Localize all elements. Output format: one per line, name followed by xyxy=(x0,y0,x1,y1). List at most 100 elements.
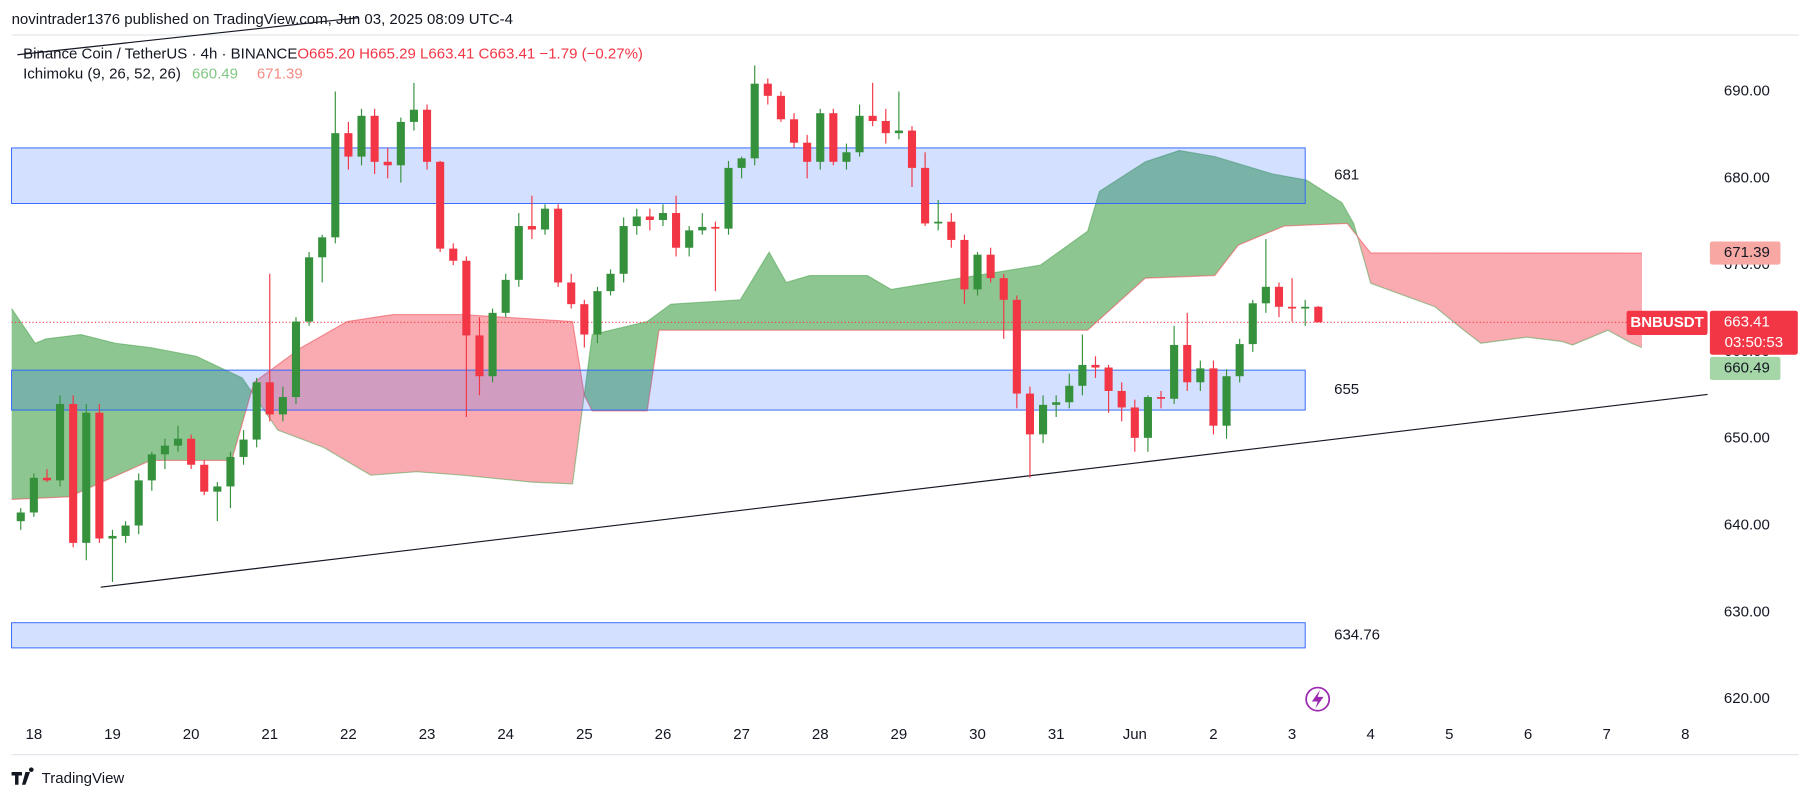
candle-body xyxy=(318,237,327,258)
x-tick-label: 21 xyxy=(261,726,278,743)
x-tick-label: 4 xyxy=(1367,726,1375,743)
candle-body xyxy=(331,133,340,238)
y-tick-label: 680.00 xyxy=(1724,169,1770,186)
candle-body xyxy=(357,115,366,157)
candle-body xyxy=(1301,306,1310,309)
candle-body xyxy=(593,291,602,335)
x-tick-label: 31 xyxy=(1048,726,1065,743)
x-tick-label: Jun xyxy=(1123,726,1147,743)
candle-body xyxy=(56,403,65,481)
candle-body xyxy=(763,83,772,96)
candle-body xyxy=(134,480,143,526)
candle-body xyxy=(554,208,563,283)
indicator-value-a: 660.49 xyxy=(192,65,238,82)
candle-body xyxy=(1078,364,1087,386)
candle-body xyxy=(907,130,917,168)
candle-body xyxy=(1209,368,1218,426)
plot: 681 655 634.76 xyxy=(11,65,1708,649)
candle-body xyxy=(291,321,301,398)
candle-body xyxy=(672,213,681,248)
candle-body xyxy=(501,279,510,313)
x-tick-label: 8 xyxy=(1681,726,1689,743)
ohlc-legend: O665.20 H665.29 L663.41 C663.41 −1.79 (−… xyxy=(297,46,643,63)
candle-body xyxy=(29,477,38,513)
y-tick-label: 640.00 xyxy=(1724,516,1770,533)
candle-body xyxy=(69,403,78,543)
x-tick-label: 2 xyxy=(1209,726,1217,743)
candle-body xyxy=(842,152,851,162)
span-b-line xyxy=(11,222,1643,501)
candle-body xyxy=(82,412,91,543)
candle-body xyxy=(226,456,235,487)
candle-body xyxy=(947,221,956,240)
candle-body xyxy=(42,477,52,481)
candle-body xyxy=(803,142,812,162)
candle-body xyxy=(685,230,694,248)
price-badge-text: 663.41 xyxy=(1724,313,1770,330)
zone-label: 681 xyxy=(1334,167,1359,184)
candle-body xyxy=(108,535,117,539)
price-badge xyxy=(1709,310,1798,355)
candle-body xyxy=(776,95,785,120)
candle-body xyxy=(1183,344,1192,383)
y-tick-label: 620.00 xyxy=(1724,690,1770,707)
ticker-badge xyxy=(1626,310,1708,336)
x-tick-label: 6 xyxy=(1524,726,1532,743)
drawing-line xyxy=(17,17,359,56)
candle-body xyxy=(344,133,353,157)
candle-body xyxy=(855,115,864,153)
candle-body xyxy=(1091,364,1100,368)
brand-name: TradingView xyxy=(42,770,125,787)
candle-body xyxy=(540,208,550,230)
candle-body xyxy=(383,161,392,166)
indicator-value-b: 671.39 xyxy=(257,65,303,82)
candle-body xyxy=(239,439,248,457)
y-tick-label: 650.00 xyxy=(1724,430,1770,447)
indicator-legend: Ichimoku (9, 26, 52, 26) xyxy=(23,65,181,82)
candle-body xyxy=(422,109,432,162)
candle-body xyxy=(1261,286,1270,304)
x-tick-label: 5 xyxy=(1445,726,1453,743)
x-tick-label: 3 xyxy=(1288,726,1296,743)
symbol-legend: Binance Coin / TetherUS · 4h · BINANCE xyxy=(23,46,297,63)
candle-body xyxy=(580,304,589,335)
candle-body xyxy=(265,382,274,415)
candle-body xyxy=(514,226,523,280)
candle-body xyxy=(973,254,982,290)
candle-body xyxy=(1156,397,1166,399)
zone xyxy=(11,369,1306,411)
candle-body xyxy=(462,260,471,336)
candle-body xyxy=(606,273,615,292)
candle-body xyxy=(1117,390,1126,408)
candle-body xyxy=(187,438,196,465)
y-tick-label: 690.00 xyxy=(1724,82,1770,99)
trendline xyxy=(100,393,1708,588)
candle-body xyxy=(1196,368,1205,383)
candle-body xyxy=(1314,306,1323,323)
badge-span-b xyxy=(1709,241,1781,265)
y-tick-label: 630.00 xyxy=(1724,603,1770,620)
candle-body xyxy=(1065,385,1074,403)
candle-body xyxy=(567,282,576,305)
candle-body xyxy=(147,454,156,481)
candle-body xyxy=(370,115,379,162)
candle-body xyxy=(95,412,104,539)
zone-label: 655 xyxy=(1334,381,1359,398)
alert-icon[interactable] xyxy=(1305,686,1331,712)
candle-body xyxy=(160,445,169,455)
alert-icon-bolt xyxy=(1311,689,1324,709)
candle-body xyxy=(645,216,654,220)
zone-label: 634.76 xyxy=(1334,626,1380,643)
candle-body xyxy=(868,115,877,122)
candle-body xyxy=(1025,393,1035,435)
candle-body xyxy=(724,167,733,229)
zone xyxy=(11,622,1306,649)
candle-body xyxy=(829,113,838,162)
candle-body xyxy=(213,486,222,492)
candle-body xyxy=(789,119,799,143)
zone xyxy=(11,147,1306,204)
candle-body xyxy=(711,226,720,229)
x-tick-label: 27 xyxy=(733,726,750,743)
x-tick-label: 7 xyxy=(1602,726,1610,743)
